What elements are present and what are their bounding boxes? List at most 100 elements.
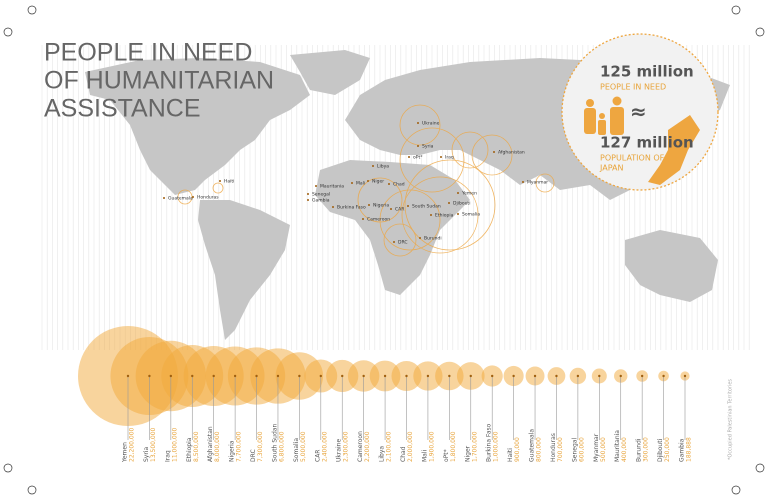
center-dot xyxy=(512,374,515,378)
japan-value: 127 million xyxy=(600,134,694,152)
value-label: 5,000,000 xyxy=(300,431,307,462)
center-dot xyxy=(619,374,622,378)
country-name: South Sudan xyxy=(271,424,278,462)
country-name: Somalia xyxy=(293,438,300,462)
value-label: 2,000,000 xyxy=(407,431,414,462)
center-dot xyxy=(469,374,472,378)
country-name: Senegal xyxy=(571,438,578,462)
map-dot xyxy=(219,180,221,182)
value-label: 900,000 xyxy=(514,437,521,462)
country-name: Afghanistan xyxy=(207,426,214,462)
map-dot xyxy=(388,183,390,185)
value-label: 600,000 xyxy=(578,437,585,462)
center-dot xyxy=(555,374,558,378)
map-label: Mauritania xyxy=(320,184,344,190)
map-label: Somalia xyxy=(462,212,480,218)
value-label: 400,000 xyxy=(621,437,628,462)
map-dot xyxy=(522,181,524,183)
map-dot xyxy=(493,151,495,153)
map-label: Chad xyxy=(393,182,405,188)
center-dot xyxy=(341,374,344,378)
map-dot xyxy=(362,218,364,220)
center-dot xyxy=(640,374,644,378)
value-label: 2,400,000 xyxy=(321,431,328,462)
map-label: DRC xyxy=(398,240,408,246)
center-dot xyxy=(383,374,387,378)
map-dot xyxy=(332,206,334,208)
title-line: PEOPLE IN NEED xyxy=(44,39,252,67)
map-dot xyxy=(367,180,369,182)
value-label: 250,000 xyxy=(664,437,671,462)
country-name: Iraq xyxy=(164,450,171,462)
country-name: Nigeria xyxy=(229,440,236,462)
map-label: Mali xyxy=(356,181,365,187)
center-dot xyxy=(212,374,215,378)
map-label: Iraq xyxy=(445,155,454,161)
country-name: Burundi xyxy=(636,438,643,462)
center-dot xyxy=(490,374,494,378)
map-label: Nigeria xyxy=(373,203,389,209)
map-dot xyxy=(372,165,374,167)
footnote: *Occupied Palestinian Territories xyxy=(728,379,734,460)
value-label: 700,000 xyxy=(557,437,564,462)
map-label: Ethiopia xyxy=(435,213,454,219)
map-label: South Sudan xyxy=(412,204,441,210)
value-label: 1,700,000 xyxy=(471,431,478,462)
map-label: Afghanistan xyxy=(498,150,525,156)
map-dot xyxy=(351,182,353,184)
value-label: 13,500,000 xyxy=(150,427,157,462)
country-name: oPt* xyxy=(443,449,450,462)
value-label: 800,000 xyxy=(536,437,543,462)
value-label: 1,800,000 xyxy=(450,431,457,462)
center-dot xyxy=(683,374,687,378)
japan-label: JAPAN xyxy=(599,164,623,173)
country-name: Libya xyxy=(379,446,386,462)
center-dot xyxy=(126,374,130,378)
value-label: 8,000,000 xyxy=(214,431,221,462)
center-dot xyxy=(405,374,408,378)
center-dot xyxy=(191,374,194,378)
map-dot xyxy=(390,208,392,210)
map-dot xyxy=(163,197,165,199)
center-dot xyxy=(662,374,665,378)
center-dot xyxy=(426,374,430,378)
country-name: Cameroon xyxy=(357,431,364,462)
value-label: 22,200,000 xyxy=(129,427,136,462)
japan-label: POPULATION OF xyxy=(600,154,665,163)
map-label: Senegal xyxy=(312,192,330,198)
map-label: Gambia xyxy=(312,198,330,204)
map-label: Burkina Faso xyxy=(337,205,366,211)
country-name: Ethiopia xyxy=(186,437,193,462)
country-name: Yemen xyxy=(122,442,129,463)
map-hotspots xyxy=(177,104,555,257)
map-label: Honduras xyxy=(197,195,219,201)
bubbles xyxy=(78,326,690,426)
value-label: 300,000 xyxy=(643,437,650,462)
map-label: CAR xyxy=(395,207,404,213)
map-label: Myanmar xyxy=(527,180,548,186)
center-dot xyxy=(576,374,580,378)
map-dot xyxy=(440,156,442,158)
country-name: Haiti xyxy=(507,448,514,462)
center-dot xyxy=(362,374,365,378)
center-dot xyxy=(169,374,173,378)
center-dot xyxy=(319,374,323,378)
approx-sign: ≈ xyxy=(630,100,647,124)
map-label: Ukraine xyxy=(422,121,440,127)
value-label: 2,100,000 xyxy=(386,431,393,462)
map-dot xyxy=(448,202,450,204)
map-label: Haiti xyxy=(224,179,234,185)
map-dot xyxy=(417,145,419,147)
country-name: Myanmar xyxy=(593,433,600,462)
value-label: 7,300,000 xyxy=(257,431,264,462)
country-name: Gambia xyxy=(679,438,686,462)
value-label: 500,000 xyxy=(600,437,607,462)
value-label: 1,000,000 xyxy=(493,431,500,462)
country-name: Mali xyxy=(421,449,428,462)
country-name: Niger xyxy=(464,445,471,462)
map-label: Burundi xyxy=(424,236,442,242)
crop-marks xyxy=(3,5,765,495)
center-dot xyxy=(298,374,301,378)
country-name: Chad xyxy=(400,446,407,462)
